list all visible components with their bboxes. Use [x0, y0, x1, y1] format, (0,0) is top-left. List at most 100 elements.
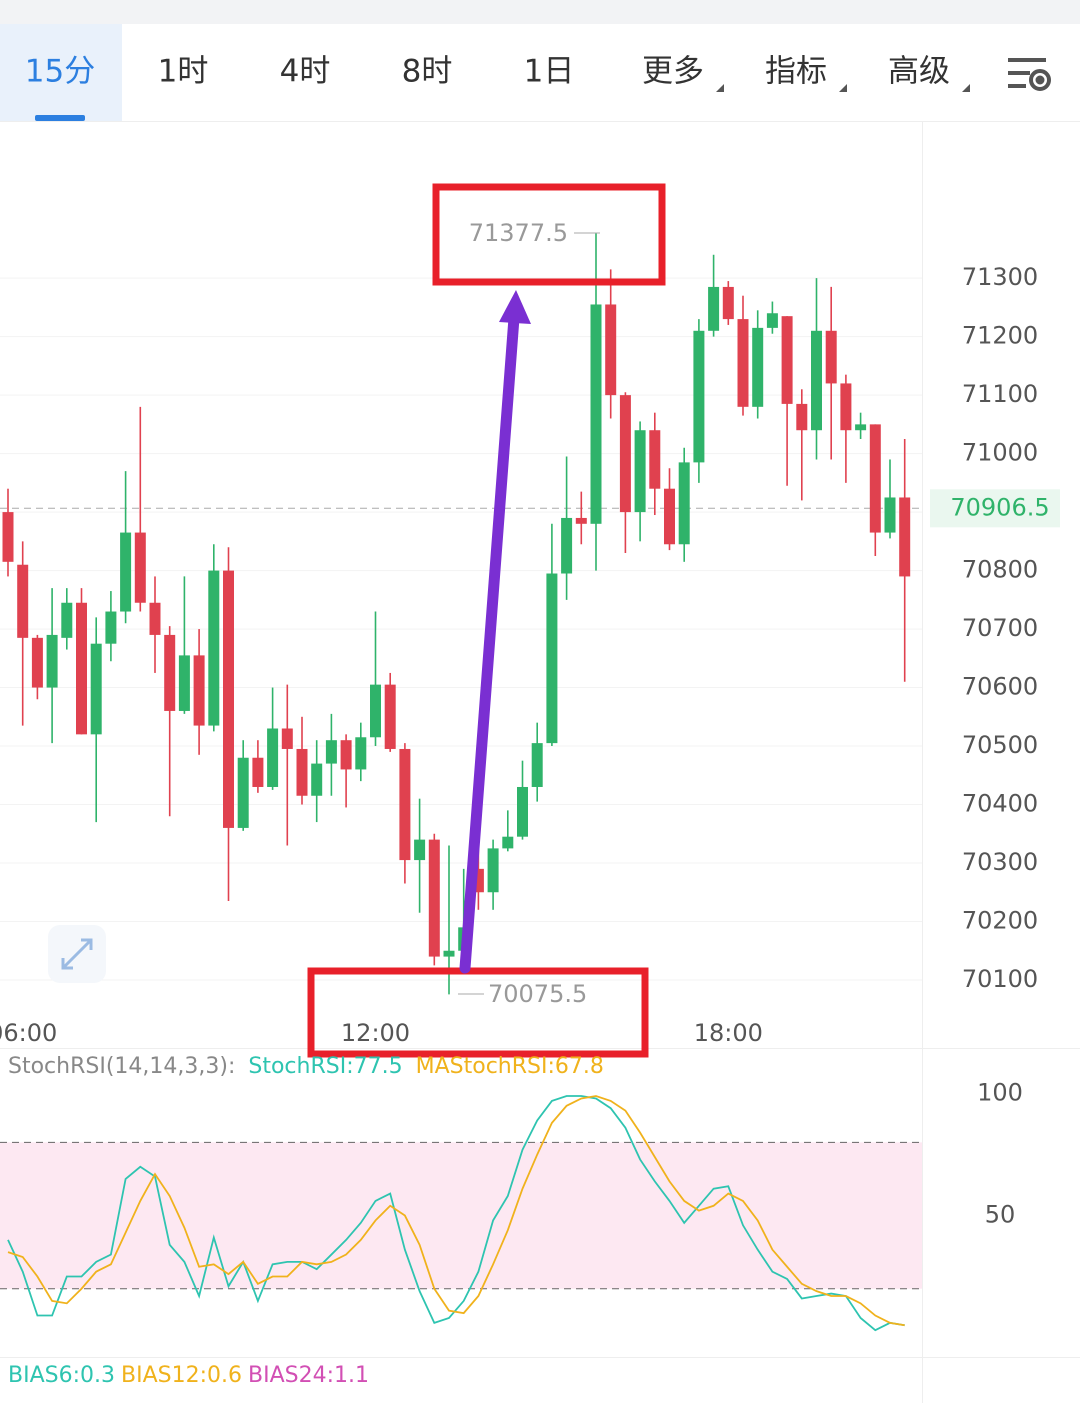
max-label: 71377.5: [469, 219, 568, 247]
last-price-bg: [930, 489, 1060, 528]
candle-body: [2, 512, 14, 562]
tab-bar: 15分 1时 4时 8时 1日 更多 指标 高级: [25, 54, 1051, 92]
candle-body: [281, 728, 293, 749]
candle-body: [605, 304, 617, 396]
tab[interactable]: 指标: [765, 54, 827, 90]
candle-body: [811, 330, 822, 431]
candle-body: [90, 643, 102, 735]
indicator-title: StochRSI(14,14,3,3):: [8, 1054, 235, 1079]
bias-legend: BIAS6:0.3 BIAS12:0.6 BIAS24:1.1: [8, 1363, 369, 1388]
candle-body: [502, 836, 514, 849]
y-tick-label: 70300: [962, 848, 1038, 876]
highlight-box: [432, 183, 666, 286]
min-label: 70075.5: [488, 980, 587, 1008]
bias-entry: BIAS6:0.3: [8, 1363, 115, 1388]
y-tick-label: 71100: [962, 380, 1038, 408]
candle-body: [737, 319, 749, 407]
candle-body: [414, 839, 426, 861]
active-tab-bg: [0, 24, 122, 121]
legend-entry: MAStochRSI:67.8: [416, 1054, 604, 1079]
candle-body: [223, 570, 234, 828]
candle-body: [384, 684, 396, 749]
legend-entry: StochRSI:77.5: [248, 1054, 402, 1079]
y-tick-label: 71000: [962, 439, 1038, 467]
highlight-box: [307, 967, 649, 1058]
candle-body: [17, 564, 29, 638]
candle-body: [267, 728, 279, 787]
candle-body: [781, 316, 793, 404]
candle-body: [708, 286, 720, 331]
candle-body: [370, 684, 381, 738]
tab[interactable]: 高级: [888, 54, 950, 90]
candle-body: [311, 763, 323, 796]
grid: [0, 277, 922, 1290]
tab[interactable]: 1时: [158, 54, 209, 90]
candle-body: [472, 868, 484, 893]
candle-body: [796, 403, 808, 431]
candle-body: [766, 313, 778, 328]
candle-body: [296, 748, 308, 796]
candle-body: [649, 430, 661, 489]
candle-body: [399, 748, 411, 861]
candle-body: [31, 637, 43, 688]
candle-body: [825, 330, 837, 384]
y-tick-label: 70800: [962, 556, 1038, 584]
last-price-label: 70906.5: [950, 493, 1049, 521]
candle-body: [546, 573, 558, 744]
candle-body: [252, 757, 264, 787]
active-tab-indicator: [35, 115, 85, 121]
candle-body: [664, 488, 675, 545]
tab[interactable]: 8时: [402, 54, 453, 90]
dropdown-caret: [839, 84, 847, 92]
tab[interactable]: 4时: [280, 54, 331, 90]
candle-body: [325, 740, 337, 764]
candle-body: [693, 330, 705, 463]
candle-body: [208, 570, 220, 726]
indicator-line: [7, 1095, 905, 1327]
x-tick-label: 12:00: [341, 1019, 410, 1047]
candle-body: [120, 532, 132, 612]
candle-body: [443, 950, 455, 957]
x-tick-label: 06:00: [0, 1019, 57, 1047]
candle-body: [340, 740, 352, 770]
candle-body: [487, 848, 499, 893]
candle-body: [619, 395, 631, 513]
expand-icon[interactable]: [48, 925, 106, 983]
settings-icon[interactable]: [1008, 58, 1051, 91]
y-tick-label: 70500: [962, 731, 1038, 759]
y-tick-label: 70200: [962, 906, 1038, 934]
tab[interactable]: 15分: [25, 54, 95, 90]
candle-body: [590, 304, 602, 524]
candle-body: [855, 424, 867, 431]
candle-body: [105, 611, 117, 644]
candle-body: [237, 757, 249, 828]
y-tick-label: 50: [985, 1201, 1016, 1229]
tab[interactable]: 1日: [524, 54, 575, 90]
bias-entry: BIAS12:0.6: [121, 1363, 242, 1388]
candle-body: [178, 655, 190, 711]
candle-body: [634, 430, 646, 513]
candle-body: [46, 634, 58, 688]
candle-body: [752, 327, 764, 407]
candle-body: [678, 462, 690, 545]
candle-body: [869, 424, 881, 533]
arrow: [459, 290, 531, 974]
indicator-legend: StochRSI(14,14,3,3): StochRSI:77.5 MASto…: [8, 1054, 604, 1079]
candle-body: [149, 602, 161, 635]
tab[interactable]: 更多: [642, 54, 704, 90]
y-tick-label: 70700: [962, 614, 1038, 642]
candle-body: [575, 517, 587, 524]
x-tick-label: 18:00: [694, 1019, 763, 1047]
bias-entry: BIAS24:1.1: [248, 1363, 369, 1388]
candle-body: [76, 602, 87, 735]
candle-body: [531, 743, 543, 787]
y-tick-label: 71300: [962, 263, 1038, 291]
candle-body: [61, 602, 73, 638]
candle-body: [899, 497, 911, 577]
candle-body: [840, 383, 852, 431]
candle-body: [884, 497, 896, 533]
top-strip: [0, 0, 1080, 24]
candle-body: [134, 532, 146, 603]
candle-body: [193, 655, 205, 726]
